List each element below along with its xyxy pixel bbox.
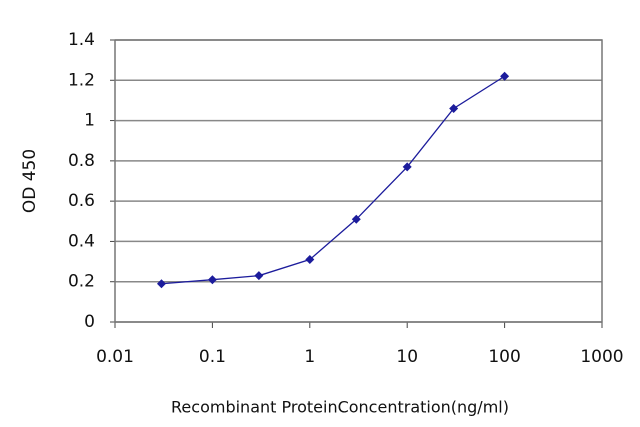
x-tick-label: 10 bbox=[396, 347, 418, 367]
data-point bbox=[351, 214, 361, 224]
y-tick-label: 0 bbox=[84, 312, 95, 332]
y-tick-label: 0.4 bbox=[68, 231, 95, 251]
data-point bbox=[305, 255, 315, 265]
y-tick-label: 1.4 bbox=[68, 30, 95, 50]
data-point bbox=[402, 162, 412, 172]
y-tick-label: 1.2 bbox=[68, 70, 95, 90]
x-tick-label: 1 bbox=[304, 347, 315, 367]
data-line bbox=[161, 75, 505, 285]
y-tick-label: 0.2 bbox=[68, 272, 95, 292]
data-point bbox=[254, 271, 264, 281]
data-point bbox=[449, 103, 459, 113]
x-tick-label: 0.1 bbox=[199, 347, 226, 367]
plot-frame bbox=[114, 39, 603, 323]
y-axis-label: OD 450 bbox=[20, 149, 40, 213]
x-tick-label: 1000 bbox=[580, 347, 623, 367]
data-point bbox=[156, 279, 166, 289]
y-tick-label: 1 bbox=[84, 111, 95, 131]
y-tick-label: 0.6 bbox=[68, 191, 95, 211]
x-tick-label: 0.01 bbox=[96, 347, 134, 367]
y-tick-label: 0.8 bbox=[68, 151, 95, 171]
data-point bbox=[500, 71, 510, 81]
x-tick-label: 100 bbox=[488, 347, 520, 367]
data-point bbox=[207, 275, 217, 285]
x-axis-label: Recombinant ProteinConcentration(ng/ml) bbox=[171, 398, 509, 417]
